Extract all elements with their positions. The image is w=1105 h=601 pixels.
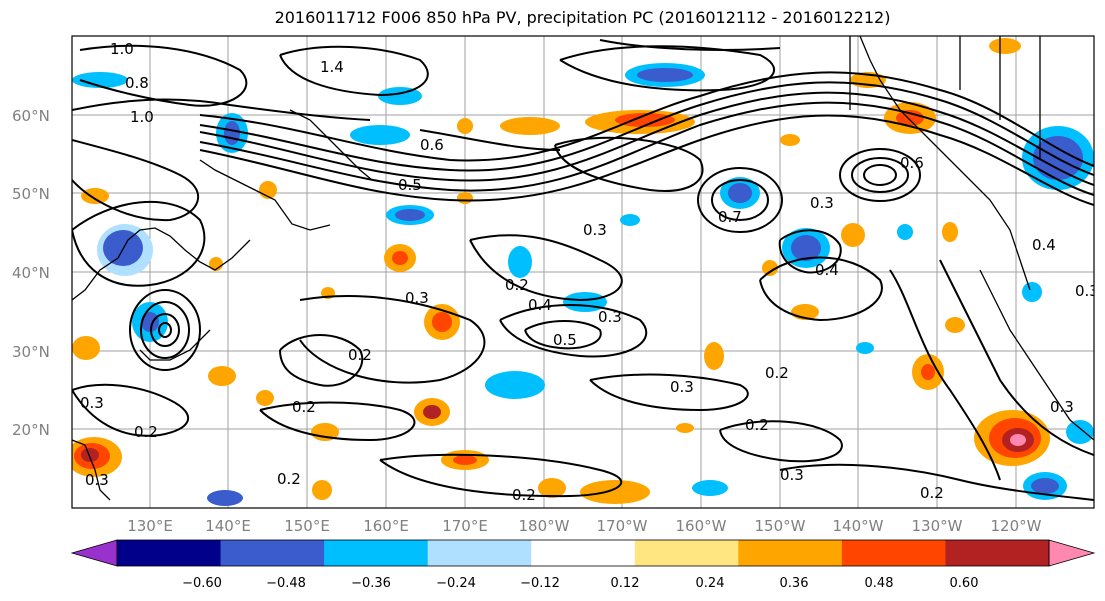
colorbar-tick-label: 0.24 <box>696 576 725 591</box>
contour-label: 0.2 <box>745 416 769 434</box>
contour-labels: 1.0 0.8 1.0 1.4 0.6 0.5 0.3 0.2 0.3 0.4 … <box>80 40 1099 504</box>
latitude-labels: 60°N 50°N 40°N 30°N 20°N <box>12 107 50 439</box>
colorbar-tick-label: 0.48 <box>865 576 894 591</box>
contour-label: 0.3 <box>810 194 834 212</box>
contour-label: 0.2 <box>512 486 536 504</box>
coastlines <box>72 36 1094 501</box>
contour-label: 0.4 <box>528 296 552 314</box>
colorbar-segment <box>220 540 325 566</box>
contour-label: 0.3 <box>1050 398 1074 416</box>
contour-label: 0.5 <box>553 331 577 349</box>
colorbar-tick-label: 0.12 <box>611 576 640 591</box>
contour-label: 0.3 <box>583 221 607 239</box>
contour-label: 0.2 <box>920 484 944 502</box>
contour-label: 0.2 <box>277 470 301 488</box>
lon-label: 150°W <box>755 517 806 535</box>
lon-label: 160°W <box>676 517 727 535</box>
colorbar-extend-right <box>1048 539 1096 567</box>
colorbar-tick-label: 0.60 <box>950 576 979 591</box>
lon-label: 180°W <box>519 517 570 535</box>
colorbar-tick-label: −0.24 <box>436 576 476 591</box>
lon-label: 130°E <box>127 517 173 535</box>
colorbar-segment <box>427 540 532 566</box>
colorbar: −0.60 −0.48 −0.36 −0.24 −0.12 0.12 0.24 … <box>70 539 1096 591</box>
longitude-labels: 130°E 140°E 150°E 160°E 170°E 180°W 170°… <box>127 517 1041 535</box>
contour-label: 0.7 <box>718 208 742 226</box>
contour-label: 0.2 <box>348 346 372 364</box>
lat-label: 50°N <box>12 185 50 203</box>
lat-label: 60°N <box>12 107 50 125</box>
contour-label: 0.8 <box>125 74 149 92</box>
colorbar-segment <box>324 540 429 566</box>
lon-label: 140°W <box>833 517 884 535</box>
contour-label: 0.6 <box>900 154 924 172</box>
lon-label: 160°E <box>363 517 409 535</box>
lon-label: 130°W <box>912 517 963 535</box>
contour-label: 1.4 <box>320 58 344 76</box>
colorbar-segment <box>117 540 222 566</box>
pv-contours <box>72 39 1094 501</box>
contour-label: 0.2 <box>765 364 789 382</box>
contour-label: 1.0 <box>110 40 134 58</box>
lon-label: 120°W <box>991 517 1042 535</box>
contour-label: 0.3 <box>80 394 104 412</box>
contour-label: 0.3 <box>405 289 429 307</box>
colorbar-segment <box>634 540 739 566</box>
contour-label: 0.6 <box>420 136 444 154</box>
colorbar-extend-left <box>70 539 118 567</box>
contour-label: 0.5 <box>398 176 422 194</box>
contour-label: 0.3 <box>780 466 804 484</box>
colorbar-tick-label: −0.60 <box>182 576 222 591</box>
contour-label: 0.3 <box>598 308 622 326</box>
plot-frame <box>71 35 1095 509</box>
colorbar-tick-label: 0.36 <box>780 576 809 591</box>
colorbar-segment <box>738 540 843 566</box>
lat-label: 30°N <box>12 343 50 361</box>
colorbar-segment <box>531 540 636 566</box>
contour-label: 0.3 <box>85 471 109 489</box>
lon-label: 140°E <box>205 517 251 535</box>
lon-label: 150°E <box>284 517 330 535</box>
contour-label: 0.2 <box>505 276 529 294</box>
lon-label: 170°E <box>442 517 488 535</box>
lat-label: 40°N <box>12 264 50 282</box>
colorbar-segment <box>841 540 946 566</box>
colorbar-tick-label: −0.48 <box>266 576 306 591</box>
contour-label: 0.4 <box>815 261 839 279</box>
contour-label: 0.4 <box>1032 236 1056 254</box>
map-title: 2016011712 F006 850 hPa PV, precipitatio… <box>274 8 891 27</box>
colorbar-tick-label: −0.12 <box>520 576 560 591</box>
contour-label: 0.2 <box>292 398 316 416</box>
lat-label: 20°N <box>12 421 50 439</box>
colorbar-segment <box>945 540 1050 566</box>
contour-label: 1.0 <box>130 108 154 126</box>
lon-label: 170°W <box>597 517 648 535</box>
contour-label: 0.3 <box>1075 282 1099 300</box>
contour-label: 0.2 <box>134 423 158 441</box>
colorbar-tick-label: −0.36 <box>351 576 391 591</box>
contour-label: 0.3 <box>670 378 694 396</box>
